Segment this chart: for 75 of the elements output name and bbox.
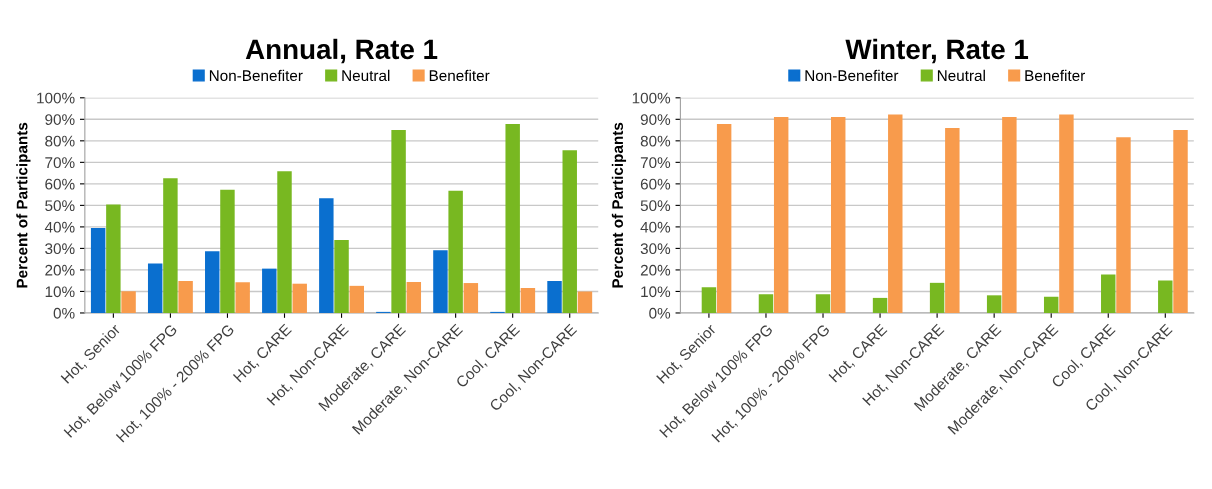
y-tick-label: 30% <box>640 243 671 255</box>
y-tick-label: 30% <box>45 243 75 255</box>
legend-label: Non-Benefiter <box>209 69 303 82</box>
y-tick-label: 50% <box>640 200 671 212</box>
y-tick-label: 20% <box>640 264 671 276</box>
y-tick-label: 90% <box>640 114 671 125</box>
bar <box>701 287 717 313</box>
bar <box>929 282 945 313</box>
y-tick-label: 60% <box>45 178 75 190</box>
bar <box>163 178 178 313</box>
legend-label: Neutral <box>937 69 985 82</box>
bar <box>1116 137 1131 313</box>
bar <box>1173 130 1188 313</box>
bar <box>758 294 774 313</box>
bar <box>1043 296 1059 313</box>
bar <box>773 116 789 313</box>
bar <box>1002 116 1017 313</box>
bar <box>406 281 422 313</box>
y-tick-label: 80% <box>640 135 671 147</box>
bar <box>147 263 163 313</box>
bar <box>319 198 334 313</box>
bar <box>562 150 577 313</box>
y-tick-label: 70% <box>640 157 671 169</box>
bar <box>716 124 732 313</box>
y-tick-label: 0% <box>53 307 75 319</box>
y-tick-label: 50% <box>45 200 75 212</box>
y-tick-label: 100% <box>37 92 75 104</box>
y-tick-label: 70% <box>45 157 75 169</box>
bar <box>945 127 960 313</box>
bar <box>872 297 888 313</box>
bar <box>831 116 846 313</box>
bar <box>547 280 562 313</box>
bar <box>815 294 831 313</box>
bar <box>292 283 307 313</box>
y-tick-label: 80% <box>45 135 75 147</box>
bar <box>391 130 406 313</box>
y-tick-label: 60% <box>640 178 671 190</box>
bar <box>505 124 520 313</box>
bar <box>235 282 250 313</box>
chart-title: Winter, Rate 1 <box>845 38 1029 64</box>
bar <box>888 114 903 313</box>
y-tick-label: 40% <box>44 221 75 233</box>
bar <box>448 190 463 313</box>
bar <box>121 291 136 313</box>
bar <box>106 204 121 313</box>
y-tick-label: 20% <box>45 264 75 276</box>
bar <box>463 283 479 313</box>
bar <box>577 291 593 313</box>
bar <box>220 189 235 313</box>
bar <box>433 250 448 313</box>
y-axis-title: Percent of Participants <box>16 122 31 288</box>
y-tick-label: 0% <box>649 307 671 319</box>
chart-title: Annual, Rate 1 <box>245 38 438 64</box>
legend-label: Benefiter <box>1025 69 1086 82</box>
legend-label: Non-Benefiter <box>805 69 899 82</box>
bar <box>90 227 106 313</box>
bar <box>986 295 1002 313</box>
bar <box>178 281 193 313</box>
bar <box>349 285 364 313</box>
y-axis-title: Percent of Participants <box>611 122 627 288</box>
y-tick-label: 90% <box>45 114 75 125</box>
bar <box>334 240 349 313</box>
y-tick-label: 10% <box>641 286 671 298</box>
bar <box>1158 280 1173 313</box>
bar <box>205 251 220 313</box>
y-tick-label: 40% <box>640 221 671 233</box>
legend-label: Benefiter <box>429 69 490 82</box>
y-tick-label: 100% <box>632 92 671 104</box>
bar <box>1101 274 1116 313</box>
y-tick-label: 10% <box>45 286 75 298</box>
bar <box>1059 114 1074 313</box>
bar <box>520 288 536 313</box>
legend-label: Neutral <box>342 69 390 82</box>
bar <box>262 268 277 313</box>
bar <box>277 171 292 313</box>
